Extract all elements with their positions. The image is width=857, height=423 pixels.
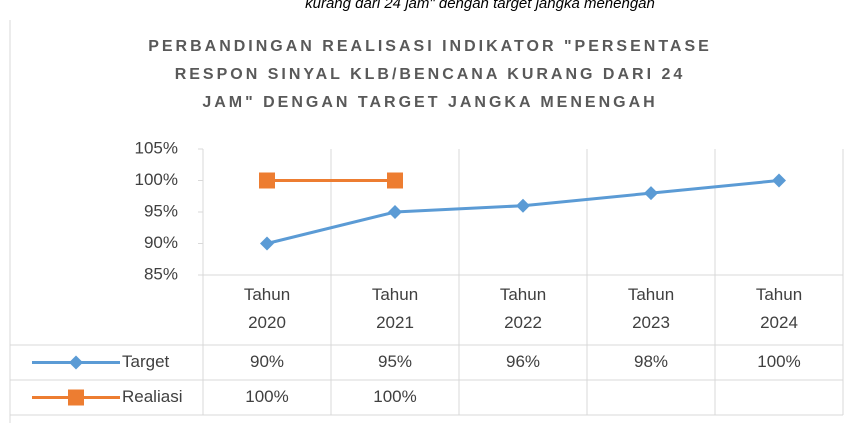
marker [516,198,530,213]
marker [69,355,83,370]
x-tick-label: Tahun 2020 [244,285,290,332]
legend-label: Realiasi [122,387,182,406]
y-tick-label: 95% [144,201,178,220]
chart-title: JAM" DENGAN TARGET JANGKA MENENGAH [202,94,657,111]
y-tick-label: 90% [144,233,178,252]
table-value: 98% [634,352,668,371]
marker [772,173,786,188]
chart-title: RESPON SINYAL KLB/BENCANA KURANG DARI 24 [175,66,686,83]
x-tick-label: Tahun 2022 [500,285,546,332]
chart-title: PERBANDINGAN REALISASI INDIKATOR "PERSEN… [148,38,712,55]
y-tick-label: 85% [144,264,178,283]
x-tick-label: Tahun 2023 [628,285,674,332]
marker [387,172,403,189]
table-value: 96% [506,352,540,371]
x-tick-label-line: 2024 [760,313,798,332]
x-tick-label-line: Tahun [372,285,418,304]
marker [644,186,658,201]
legend-label: Target [122,352,170,371]
table-value: 100% [373,387,416,406]
table-value: 90% [250,352,284,371]
table-value: 100% [757,352,800,371]
legend-marker [68,389,84,406]
x-tick-label-line: 2022 [504,313,542,332]
table-value: 95% [378,352,412,371]
legend-marker [69,355,83,370]
x-tick-label-line: 2023 [632,313,670,332]
x-tick-label-line: Tahun [244,285,290,304]
y-tick-label: 100% [135,170,178,189]
marker [259,172,275,189]
x-tick-label: Tahun 2024 [756,285,802,332]
x-tick-label-line: 2021 [376,313,414,332]
caption: kurang dari 24 jam" dengan target jangka… [305,0,655,12]
x-tick-label: Tahun 2021 [372,285,418,332]
marker [388,205,402,219]
x-tick-label-line: 2020 [248,313,286,332]
y-tick-label: 105% [135,138,178,157]
marker [260,236,274,251]
table-value: 100% [245,387,288,406]
x-tick-label-line: Tahun [628,285,674,304]
x-tick-label-line: Tahun [756,285,802,304]
x-tick-label-line: Tahun [500,285,546,304]
marker [68,389,84,406]
